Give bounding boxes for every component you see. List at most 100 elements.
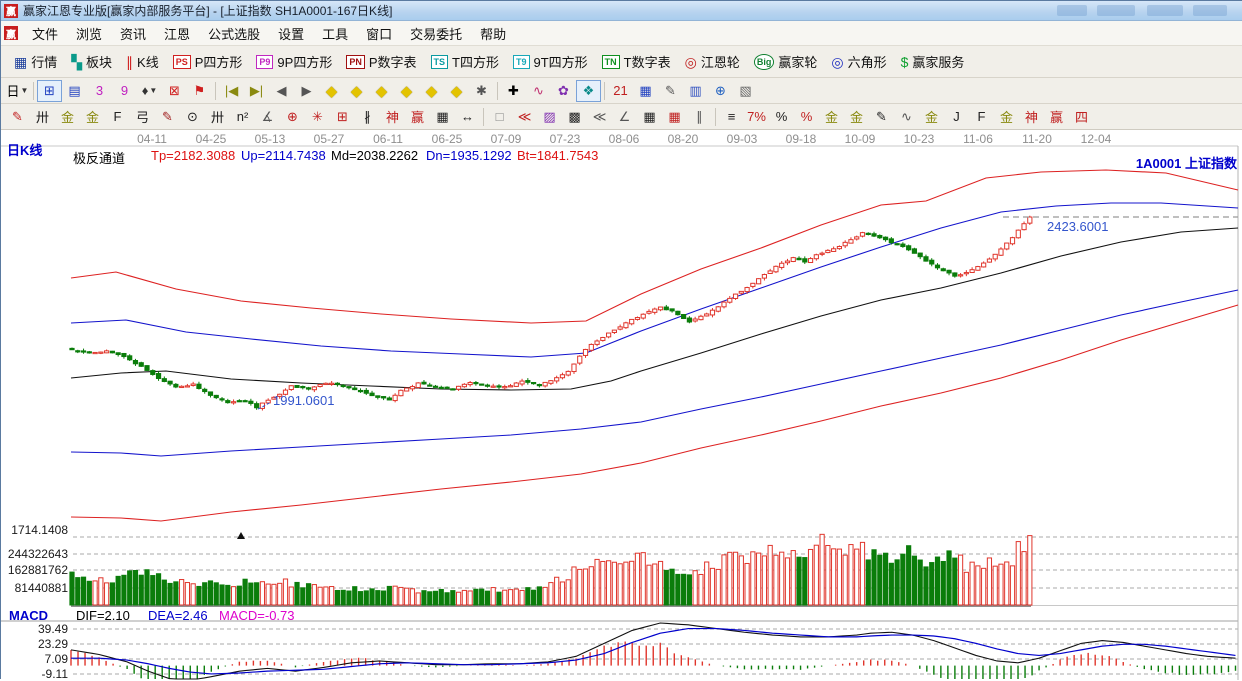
bars-9-icon[interactable]: 9 xyxy=(112,80,137,102)
9p-square-button[interactable]: P9 9P四方形 xyxy=(249,49,339,74)
circle-tool-icon[interactable]: ⊙ xyxy=(180,106,205,128)
shen-angle-icon[interactable]: 神 xyxy=(1019,106,1044,128)
goto-first-button[interactable]: |◀ xyxy=(219,80,244,102)
gold-underline-icon[interactable]: 金 xyxy=(919,106,944,128)
candle-style-selector[interactable]: ♦ ▼ xyxy=(137,80,162,102)
p-square-button[interactable]: PS P四方形 xyxy=(166,49,250,74)
quote-board-icon[interactable]: ▤ xyxy=(62,80,87,102)
pattern-box-icon[interactable]: ⊠ xyxy=(162,80,187,102)
step-forward-button[interactable]: ▶ xyxy=(294,80,319,102)
titlebar-button-blurred[interactable] xyxy=(1097,5,1135,16)
bars-3-icon[interactable]: 3 xyxy=(87,80,112,102)
fan-box-icon[interactable]: ▨ xyxy=(537,106,562,128)
calendar-button[interactable]: 21 xyxy=(608,80,633,102)
quotes-button[interactable]: ▦ 行情 xyxy=(7,49,64,74)
zoom-out-button[interactable]: ◆ xyxy=(419,80,444,102)
period-day-selector[interactable]: 日 ▼ xyxy=(5,80,30,102)
print-button[interactable]: ▧ xyxy=(733,80,758,102)
titlebar-button-blurred[interactable] xyxy=(1147,5,1183,16)
winner-service-button[interactable]: $ 赢家服务 xyxy=(894,49,972,74)
menu-item-5[interactable]: 公式选股 xyxy=(208,26,261,42)
line-grid-icon[interactable]: 卅 xyxy=(205,106,230,128)
analysis-brain-tool[interactable]: ❖ xyxy=(576,79,601,102)
p-table-button[interactable]: PN P数字表 xyxy=(339,49,423,74)
slash-lines-icon[interactable]: ∥ xyxy=(687,106,712,128)
percent-line-icon[interactable]: % xyxy=(794,106,819,128)
zoom-in-button[interactable]: ◆ xyxy=(444,80,469,102)
hexagon-button[interactable]: ◎ 六角形 xyxy=(824,49,893,74)
step-back-button[interactable]: ◀ xyxy=(269,80,294,102)
percent-icon[interactable]: % xyxy=(769,106,794,128)
wave-tool[interactable]: ∿ xyxy=(526,80,551,102)
hand-tool[interactable]: ✱ xyxy=(469,80,494,102)
f-angle-icon[interactable]: F xyxy=(969,106,994,128)
zoom-h-in-button[interactable]: ◆ xyxy=(394,80,419,102)
crosshair-tool[interactable]: ✚ xyxy=(501,80,526,102)
angle-tool-icon[interactable]: ∡ xyxy=(255,106,280,128)
n-square-icon[interactable]: n² xyxy=(230,106,255,128)
titlebar-button-blurred[interactable] xyxy=(1193,5,1227,16)
ying-tool-icon[interactable]: 赢 xyxy=(405,106,430,128)
j-angle-icon[interactable]: J xyxy=(944,106,969,128)
t-table-button[interactable]: TN T数字表 xyxy=(595,49,678,74)
calculator-button[interactable]: ▦ xyxy=(633,80,658,102)
ying-angle-icon[interactable]: 赢 xyxy=(1044,106,1069,128)
gold-lines-icon[interactable]: 金 xyxy=(55,106,80,128)
k-lines-icon[interactable]: ∦ xyxy=(355,106,380,128)
menu-item-7[interactable]: 工具 xyxy=(322,26,349,42)
menu-item-1[interactable]: 文件 xyxy=(32,26,59,42)
gann-lines-icon[interactable]: 卅 xyxy=(30,106,55,128)
si-angle-icon[interactable]: 四 xyxy=(1069,106,1094,128)
pan-right-button[interactable]: ◆ xyxy=(344,80,369,102)
gann-wheel-button[interactable]: ◎ 江恩轮 xyxy=(678,49,747,74)
curve-tool-icon[interactable]: ∠ xyxy=(612,106,637,128)
draw-tool-purple[interactable]: ✿ xyxy=(551,80,576,102)
gold-angle-icon[interactable]: 金 xyxy=(994,106,1019,128)
gold-line-icon[interactable]: 金 xyxy=(844,106,869,128)
dense-grid-red-icon[interactable]: ▦ xyxy=(662,106,687,128)
menu-item-10[interactable]: 帮助 xyxy=(480,26,507,42)
menu-item-8[interactable]: 窗口 xyxy=(366,26,393,42)
menu-item-6[interactable]: 设置 xyxy=(278,26,305,42)
gold-circle-icon[interactable]: 金 xyxy=(819,106,844,128)
fan-lines-icon[interactable]: ≪ xyxy=(587,106,612,128)
menu-item-9[interactable]: 交易委托 xyxy=(410,26,463,42)
goto-last-button[interactable]: ▶| xyxy=(244,80,269,102)
corner-box-icon[interactable]: □ xyxy=(487,106,512,128)
draw-bars-icon[interactable]: ✎ xyxy=(869,106,894,128)
winner-wheel-button[interactable]: Big 赢家轮 xyxy=(747,49,825,74)
chart-region[interactable]: 04-11 04-25 05-13 05-27 06-11 06-25 07-09 07-23… xyxy=(1,130,1242,681)
notes-button[interactable]: ✎ xyxy=(658,80,683,102)
menu-item-4[interactable]: 江恩 xyxy=(164,26,191,42)
titlebar-button-blurred[interactable] xyxy=(1057,5,1087,16)
pan-left-button[interactable]: ◆ xyxy=(319,80,344,102)
bar-stats-icon[interactable]: ≡ xyxy=(719,106,744,128)
fan-red-icon[interactable]: ≪ xyxy=(512,106,537,128)
sort-flag-icon[interactable]: ⚑ xyxy=(187,80,212,102)
circle-cross-icon[interactable]: ⊕ xyxy=(280,106,305,128)
draw-pencil2-icon[interactable]: ✎ xyxy=(155,106,180,128)
shen-tool-icon[interactable]: 神 xyxy=(380,106,405,128)
menu-item-3[interactable]: 资讯 xyxy=(120,26,147,42)
number-grid-icon[interactable]: ▦ xyxy=(430,106,455,128)
chart-grid-icon[interactable]: ⊞ xyxy=(37,79,62,102)
arc-tool-icon[interactable]: 弓 xyxy=(130,106,155,128)
percent-slope-icon[interactable]: 7% xyxy=(744,106,769,128)
network-button[interactable]: ⊕ xyxy=(708,80,733,102)
t-square-button[interactable]: TS T四方形 xyxy=(424,49,506,74)
web-box2-icon[interactable]: ▩ xyxy=(562,106,587,128)
gann-web-icon[interactable]: ✳ xyxy=(305,106,330,128)
gold-lines2-icon[interactable]: 金 xyxy=(80,106,105,128)
fib-lines-icon[interactable]: F xyxy=(105,106,130,128)
width-tool-icon[interactable]: ↔ xyxy=(455,106,480,128)
web-box-icon[interactable]: ⊞ xyxy=(330,106,355,128)
sectors-button[interactable]: ▚ 板块 xyxy=(64,49,119,74)
zoom-h-out-button[interactable]: ◆ xyxy=(369,80,394,102)
kline-button[interactable]: ∥ K线 xyxy=(119,49,166,74)
dense-grid-icon[interactable]: ▦ xyxy=(637,106,662,128)
menu-item-2[interactable]: 浏览 xyxy=(76,26,103,42)
wave-av-icon[interactable]: ∿ xyxy=(894,106,919,128)
9t-square-button[interactable]: T9 9T四方形 xyxy=(506,49,595,74)
draw-pencil-icon[interactable]: ✎ xyxy=(5,106,30,128)
save-button[interactable]: ▥ xyxy=(683,80,708,102)
